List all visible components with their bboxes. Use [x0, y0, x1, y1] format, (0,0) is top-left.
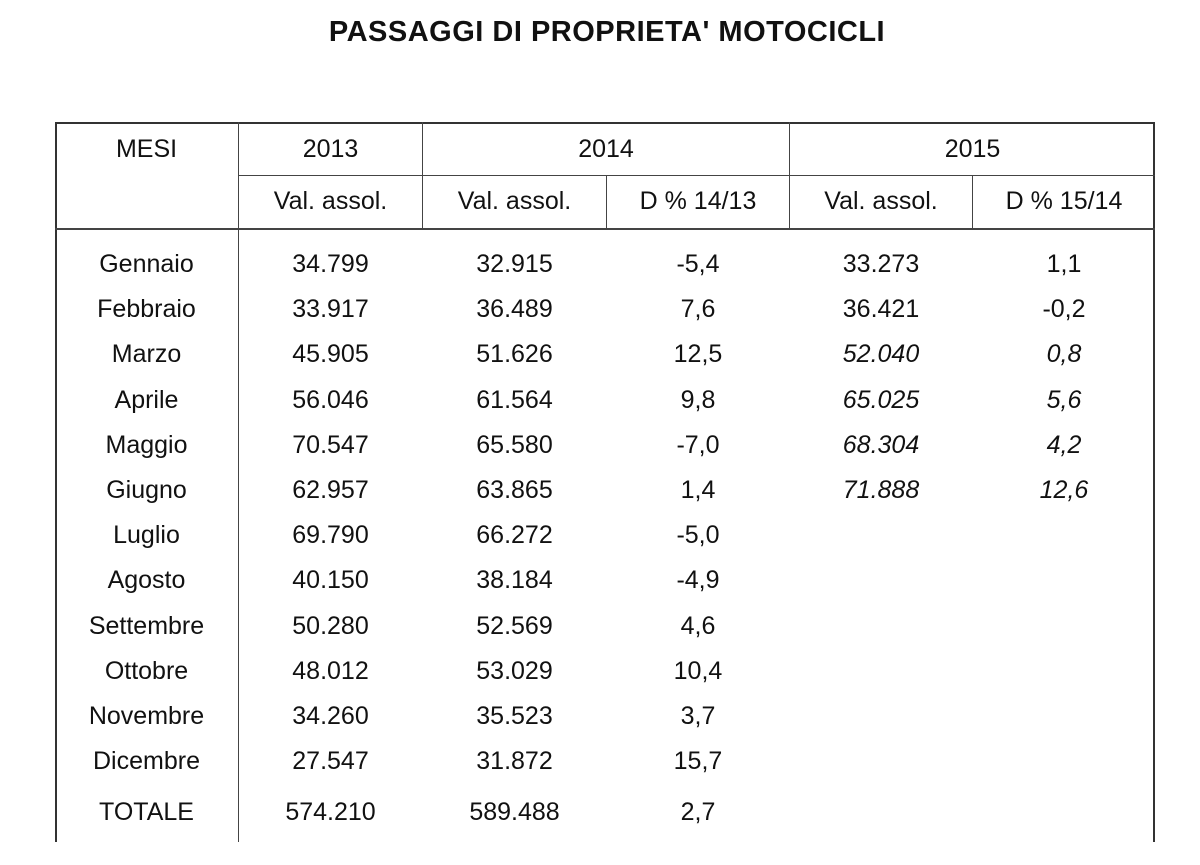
val-2013-cell: 69.790 [292, 521, 369, 549]
val-2014-cell: 32.915 [476, 250, 553, 278]
val-2015-cell: 52.040 [842, 340, 920, 368]
delta-14-13-cell: 10,4 [673, 657, 723, 685]
val-2013-cell: 56.046 [292, 386, 369, 414]
header-val-assol-2014: Val. assol. [457, 187, 572, 215]
val-2013-cell: 27.547 [292, 747, 369, 775]
delta-14-13-cell: -7,0 [676, 431, 720, 459]
totale-d-14-13: 2,7 [680, 798, 716, 826]
delta-14-13-cell: 3,7 [680, 702, 716, 730]
totale-2013: 574.210 [285, 798, 376, 826]
delta-14-13-cell: 1,4 [680, 476, 716, 504]
delta-15-14-cell: 4,2 [1046, 431, 1082, 459]
totale-label: TOTALE [99, 798, 194, 826]
val-2014-cell: 35.523 [476, 702, 553, 730]
delta-14-13-cell: -4,9 [676, 566, 720, 594]
page-title: PASSAGGI DI PROPRIETA' MOTOCICLI [328, 16, 886, 48]
col-divider-2015-inner [972, 175, 973, 228]
val-2014-cell: 53.029 [476, 657, 553, 685]
month-cell: Novembre [88, 702, 205, 730]
header-divider [239, 175, 1155, 176]
val-2015-cell: 36.421 [842, 295, 920, 323]
delta-15-14-cell: 0,8 [1046, 340, 1082, 368]
val-2014-cell: 36.489 [476, 295, 553, 323]
header-2015: 2015 [944, 135, 1001, 163]
val-2013-cell: 45.905 [292, 340, 369, 368]
col-divider-mesi [238, 122, 239, 842]
val-2013-cell: 33.917 [292, 295, 369, 323]
delta-14-13-cell: -5,0 [676, 521, 720, 549]
totale-2014: 589.488 [469, 798, 560, 826]
val-2015-cell: 33.273 [842, 250, 920, 278]
header-2014: 2014 [578, 135, 634, 163]
month-cell: Settembre [88, 612, 205, 640]
delta-15-14-cell: -0,2 [1042, 295, 1086, 323]
delta-14-13-cell: 9,8 [680, 386, 716, 414]
month-cell: Febbraio [97, 295, 196, 323]
val-2013-cell: 40.150 [292, 566, 369, 594]
header-bottom-line [55, 228, 1155, 230]
month-cell: Marzo [111, 340, 182, 368]
delta-14-13-cell: 15,7 [673, 747, 723, 775]
data-table [55, 122, 1155, 842]
month-cell: Ottobre [104, 657, 189, 685]
delta-15-14-cell: 1,1 [1046, 250, 1082, 278]
val-2013-cell: 50.280 [292, 612, 369, 640]
val-2014-cell: 31.872 [476, 747, 553, 775]
header-mesi: MESI [115, 135, 178, 163]
header-d-15-14: D % 15/14 [1005, 187, 1123, 215]
delta-14-13-cell: 4,6 [680, 612, 716, 640]
val-2015-cell: 68.304 [842, 431, 920, 459]
val-2013-cell: 48.012 [292, 657, 369, 685]
val-2014-cell: 51.626 [476, 340, 553, 368]
val-2013-cell: 34.260 [292, 702, 369, 730]
col-divider-2013 [422, 122, 423, 228]
val-2014-cell: 65.580 [476, 431, 553, 459]
val-2014-cell: 52.569 [476, 612, 553, 640]
month-cell: Aprile [114, 386, 179, 414]
month-cell: Agosto [107, 566, 186, 594]
col-divider-2014 [789, 122, 790, 228]
val-2014-cell: 66.272 [476, 521, 553, 549]
delta-14-13-cell: 12,5 [673, 340, 723, 368]
val-2013-cell: 70.547 [292, 431, 369, 459]
delta-15-14-cell: 12,6 [1039, 476, 1089, 504]
val-2013-cell: 62.957 [292, 476, 369, 504]
val-2015-cell: 65.025 [842, 386, 920, 414]
header-val-assol-2013: Val. assol. [273, 187, 388, 215]
val-2014-cell: 38.184 [476, 566, 553, 594]
val-2015-cell: 71.888 [842, 476, 920, 504]
delta-14-13-cell: -5,4 [676, 250, 720, 278]
val-2014-cell: 61.564 [476, 386, 553, 414]
val-2014-cell: 63.865 [476, 476, 553, 504]
header-d-14-13: D % 14/13 [639, 187, 757, 215]
month-cell: Luglio [113, 521, 180, 549]
delta-15-14-cell: 5,6 [1046, 386, 1082, 414]
month-cell: Dicembre [93, 747, 200, 775]
header-2013: 2013 [302, 135, 359, 163]
delta-14-13-cell: 7,6 [680, 295, 716, 323]
month-cell: Giugno [106, 476, 187, 504]
month-cell: Maggio [105, 431, 188, 459]
header-val-assol-2015: Val. assol. [824, 187, 938, 215]
month-cell: Gennaio [99, 250, 194, 278]
col-divider-2014-inner [606, 175, 607, 228]
val-2013-cell: 34.799 [292, 250, 369, 278]
